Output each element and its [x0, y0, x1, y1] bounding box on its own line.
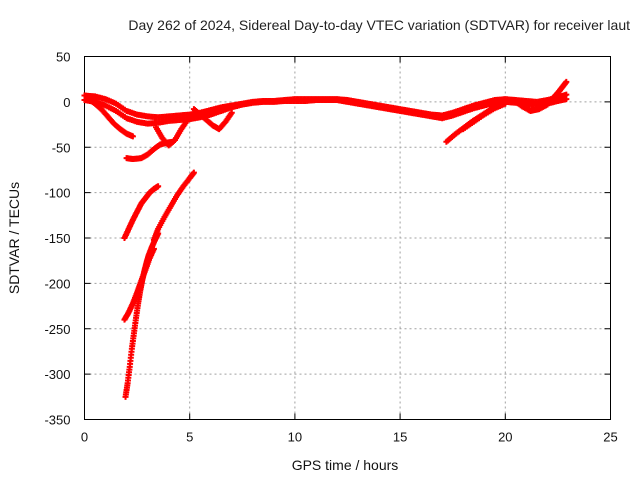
y-axis-label: SDTVAR / TECUs: [6, 182, 22, 294]
y-tick-label: 50: [56, 50, 70, 65]
data-point: [502, 100, 509, 107]
y-tick-label: -250: [44, 322, 70, 337]
y-tick-label: 0: [63, 95, 70, 110]
data-points: [81, 78, 570, 400]
y-tick-label: -100: [44, 186, 70, 201]
y-tick-label: -200: [44, 276, 70, 291]
data-point: [129, 133, 136, 140]
series-track-a: [121, 183, 162, 241]
y-tick-label: -350: [44, 413, 70, 428]
data-point: [155, 183, 162, 190]
y-tick-label: -300: [44, 367, 70, 382]
data-point: [155, 230, 162, 237]
series-track-d: [122, 230, 162, 400]
data-point: [563, 78, 570, 85]
x-tick-label: 10: [288, 430, 302, 445]
series-rise-18h: [460, 100, 509, 133]
data-point: [228, 109, 235, 116]
y-tick-label: -50: [52, 140, 71, 155]
x-tick-label: 0: [81, 430, 88, 445]
data-point: [563, 96, 570, 103]
data-point: [190, 169, 197, 176]
data-point: [544, 101, 551, 108]
series-band-lower: [81, 96, 570, 127]
series-spur-21h: [510, 97, 551, 114]
series-spur-6h: [190, 106, 235, 133]
y-tick-label: -150: [44, 231, 70, 246]
series-arc-mid-b: [153, 111, 197, 149]
x-tick-label: 25: [603, 430, 617, 445]
series-arc-mid: [123, 138, 176, 163]
series-spike-23h: [550, 78, 570, 101]
chart-title: Day 262 of 2024, Sidereal Day-to-day VTE…: [128, 17, 630, 33]
data-point: [190, 111, 197, 118]
x-tick-label: 20: [498, 430, 512, 445]
x-axis-label: GPS time / hours: [292, 457, 399, 473]
x-tick-label: 5: [186, 430, 193, 445]
axis-ticks: 0 5 10 15 20 25 -350 -300 -250 -200 -150 -100 -50 0 50: [44, 50, 617, 445]
series-dip-early: [85, 96, 136, 140]
x-tick-label: 15: [393, 430, 407, 445]
